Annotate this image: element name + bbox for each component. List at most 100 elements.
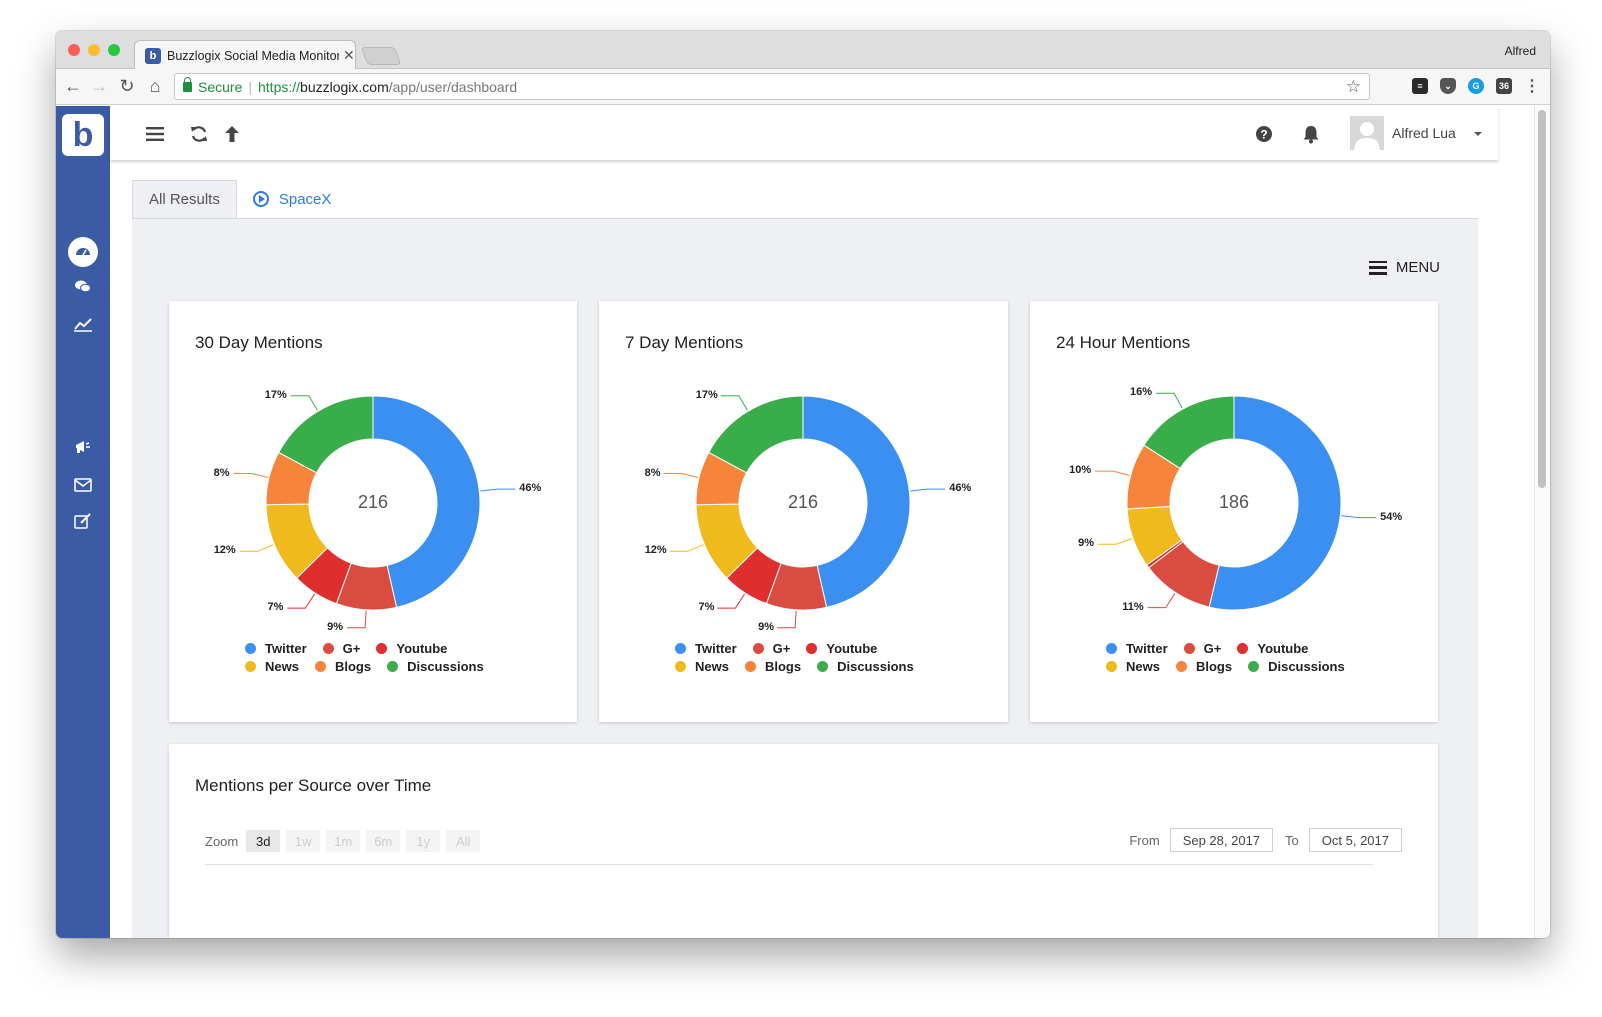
donut-chart	[233, 395, 516, 629]
slice-label-discussions: 17%	[695, 388, 718, 401]
zoom-1w-button[interactable]: 1w	[286, 830, 321, 852]
legend-item-gplus[interactable]: G+	[1183, 641, 1221, 656]
close-tab-icon[interactable]: ✕	[343, 47, 355, 63]
legend-item-news[interactable]: News	[245, 659, 299, 674]
timeline-divider	[205, 864, 1373, 865]
legend-label: Youtube	[1257, 640, 1309, 656]
page-scrollbar[interactable]	[1534, 106, 1550, 938]
user-avatar[interactable]	[1350, 116, 1384, 150]
legend-item-gplus[interactable]: G+	[322, 640, 361, 656]
buffer-extension-icon[interactable]: ≡	[1412, 78, 1428, 94]
legend-item-discussions[interactable]: Discussions	[817, 659, 914, 674]
chrome-menu-icon[interactable]: ⋮	[1524, 78, 1540, 95]
maximize-window-button[interactable]	[108, 44, 120, 56]
zoom-1m-button[interactable]: 1m	[326, 830, 361, 852]
app-logo[interactable]: b	[62, 114, 104, 156]
hamburger-menu-icon[interactable]	[144, 123, 166, 145]
forward-icon[interactable]: →	[90, 76, 108, 96]
legend-item-gplus[interactable]: G+	[752, 641, 790, 656]
donut-chart	[663, 395, 946, 629]
legend-item-youtube[interactable]: Youtube	[1237, 641, 1308, 656]
minimize-window-button[interactable]	[88, 44, 100, 56]
legend-item-news[interactable]: News	[675, 659, 729, 674]
upload-arrow-icon[interactable]	[221, 123, 243, 145]
refresh-icon[interactable]	[188, 123, 210, 145]
donut-slice-twitter[interactable]	[1208, 395, 1342, 611]
legend-item-blogs[interactable]: Blogs	[314, 659, 371, 674]
legend-item-twitter[interactable]: Twitter	[1106, 641, 1168, 656]
slice-label-youtube: 7%	[267, 601, 284, 614]
zoom-1y-button[interactable]: 1y	[406, 830, 441, 852]
help-icon[interactable]: ?	[1253, 123, 1275, 145]
notifications-bell-icon[interactable]	[1300, 123, 1322, 145]
to-date-input[interactable]: Oct 5, 2017	[1308, 828, 1402, 852]
from-date-input[interactable]: Sep 28, 2017	[1169, 828, 1274, 852]
zoom-all-button[interactable]: All	[446, 830, 481, 852]
legend-dot-icon	[1237, 642, 1249, 654]
legend-dot-icon	[387, 660, 399, 672]
pocket-extension-icon[interactable]: ⌄	[1440, 78, 1456, 94]
browser-tab[interactable]: b Buzzlogix Social Media Monitor ✕	[134, 40, 356, 70]
reload-icon[interactable]: ↻	[119, 76, 135, 96]
legend-item-twitter[interactable]: Twitter	[245, 641, 307, 656]
bookmark-star-icon[interactable]: ☆	[1345, 77, 1361, 96]
connector-discussions	[720, 395, 748, 411]
address-bar[interactable]: Secure | https:// buzzlogix.com /app/use…	[174, 73, 1370, 100]
analytics-icon[interactable]	[69, 312, 97, 336]
legend-item-discussions[interactable]: Discussions	[1248, 659, 1345, 674]
connector-gplus	[347, 610, 367, 629]
legend-label: G+	[342, 640, 361, 656]
legend-dot-icon	[675, 642, 686, 654]
app-topbar: ? Alfred Lua	[110, 106, 1498, 160]
compose-icon[interactable]	[69, 509, 97, 533]
legend-item-blogs[interactable]: Blogs	[744, 658, 802, 674]
tab-all-results[interactable]: All Results	[132, 180, 237, 218]
legend-item-youtube[interactable]: Youtube	[806, 641, 877, 656]
close-window-button[interactable]	[68, 44, 80, 56]
slice-label-news: 12%	[644, 544, 667, 557]
donut-slice-twitter[interactable]	[372, 395, 481, 608]
home-icon[interactable]: ⌂	[149, 76, 161, 96]
zoom-6m-button[interactable]: 6m	[366, 830, 401, 852]
legend-dot-icon	[322, 642, 334, 654]
browser-tab-title: Buzzlogix Social Media Monitor	[167, 48, 339, 63]
mail-icon[interactable]	[69, 473, 97, 497]
conversations-icon[interactable]	[69, 275, 97, 299]
legend-item-blogs[interactable]: Blogs	[1175, 659, 1232, 674]
connector-news	[239, 544, 274, 552]
legend-item-news[interactable]: News	[1106, 659, 1160, 674]
zoom-3d-button[interactable]: 3d	[246, 830, 281, 852]
donut-slice-discussions[interactable]	[1143, 395, 1235, 470]
grammarly-extension-icon[interactable]: G	[1468, 78, 1484, 94]
legend-label: Discussions	[837, 658, 914, 674]
result-tabs: All Results SpaceX	[132, 180, 347, 218]
connector-blogs	[233, 473, 269, 479]
legend-label: Blogs	[764, 658, 802, 674]
dashboard-icon[interactable]	[68, 237, 98, 267]
slice-label-discussions: 16%	[1130, 386, 1153, 399]
browser-profile-name[interactable]: Alfred	[1504, 44, 1536, 58]
legend-item-youtube[interactable]: Youtube	[376, 641, 447, 656]
legend-item-discussions[interactable]: Discussions	[387, 659, 484, 674]
connector-blogs	[1095, 470, 1130, 476]
back-icon[interactable]: ←	[64, 76, 82, 96]
secure-indicator[interactable]: Secure	[183, 76, 242, 95]
donut-slice-discussions[interactable]	[708, 395, 804, 474]
calendar-extension-icon[interactable]: 36	[1496, 78, 1512, 94]
campaigns-icon[interactable]	[69, 435, 97, 459]
user-menu-caret-icon[interactable]	[1474, 132, 1482, 136]
slice-label-blogs: 8%	[213, 466, 230, 479]
donut-slice-discussions[interactable]	[278, 395, 374, 474]
dashboard-menu-button[interactable]: MENU	[1368, 259, 1440, 276]
new-tab-button[interactable]	[360, 47, 402, 65]
tab-spacex[interactable]: SpaceX	[237, 180, 348, 218]
legend-label: News	[265, 658, 299, 674]
timeline-card: Mentions per Source over Time Zoom 3d 1w…	[169, 744, 1438, 938]
url-path: /app/user/dashboard	[388, 78, 518, 95]
legend-item-twitter[interactable]: Twitter	[675, 641, 737, 656]
user-name[interactable]: Alfred Lua	[1392, 125, 1456, 141]
scroll-thumb[interactable]	[1538, 110, 1546, 488]
legend-label: Discussions	[407, 658, 484, 674]
donut-slice-twitter[interactable]	[802, 395, 911, 608]
slice-label-news: 12%	[213, 544, 236, 557]
